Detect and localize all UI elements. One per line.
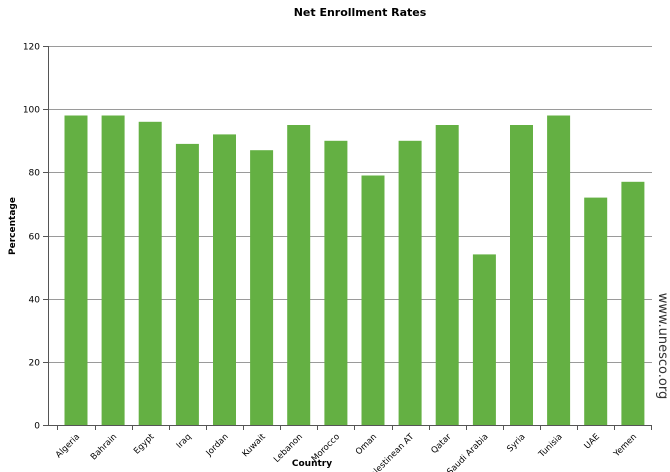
x-category-label: Jordan [204, 432, 231, 459]
bar [584, 197, 608, 425]
bar [287, 125, 311, 425]
x-category-label: Algeria [54, 432, 82, 460]
bar [547, 115, 571, 425]
x-category-label: Qatar [429, 432, 453, 456]
y-tick-label: 120 [23, 43, 40, 53]
bar [510, 125, 533, 425]
bar [472, 254, 496, 425]
bar [175, 143, 199, 425]
x-category-label: Egypt [132, 432, 157, 457]
y-tick-label: 40 [29, 296, 41, 306]
bar [101, 115, 125, 425]
y-tick-label: 0 [34, 422, 40, 432]
y-tick-labels: 0 20 40 60 80 100 120 [23, 43, 40, 432]
y-tick-label: 80 [29, 169, 41, 179]
bar [361, 175, 385, 425]
x-category-label: Iraq [175, 432, 194, 451]
x-axis-title: Country [292, 459, 332, 469]
bar [250, 150, 274, 425]
x-category-label: Oman [354, 432, 379, 457]
chart-title: Net Enrollment Rates [294, 6, 427, 19]
x-category-label: Bahrain [89, 432, 119, 462]
bar [213, 134, 236, 425]
x-category-label: UAE [583, 432, 602, 451]
source-credit: www.unesco.org [655, 293, 670, 399]
x-category-label: Tunisia [536, 432, 564, 460]
axes [43, 46, 652, 430]
x-category-label: Yemen [611, 432, 639, 460]
bar [138, 121, 162, 426]
bar [64, 115, 88, 425]
bar [324, 140, 348, 426]
y-axis-title: Percentage [8, 197, 18, 255]
bars [64, 115, 645, 426]
x-category-label: Syria [505, 432, 527, 454]
bar [435, 125, 459, 425]
bar [621, 181, 645, 425]
x-category-labels: Algeria Bahrain Egypt Iraq Jordan Kuwait Leban… [54, 431, 639, 472]
x-category-label: Kuwait [241, 432, 269, 460]
y-tick-label: 60 [29, 233, 41, 243]
y-tick-label: 100 [23, 106, 40, 116]
y-tick-label: 20 [29, 359, 41, 369]
bar [398, 140, 422, 426]
